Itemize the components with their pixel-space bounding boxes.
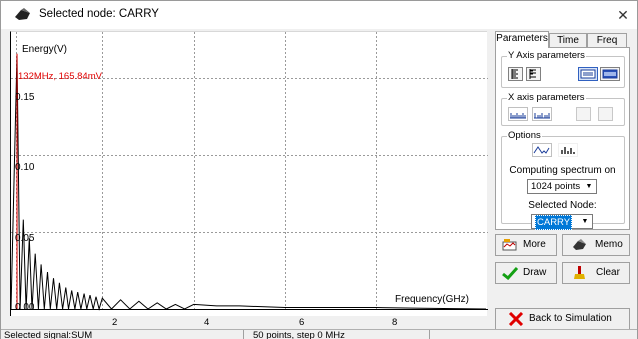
more-button[interactable]: More [495, 234, 557, 256]
close-x-icon [508, 312, 524, 326]
tab-time[interactable]: Time [549, 33, 587, 47]
draw-button[interactable]: Draw [495, 262, 557, 284]
status-points: 50 points, step 0 MHz [250, 330, 430, 339]
x-axis-group: X axis parameters [501, 92, 625, 126]
chevron-down-icon[interactable]: ▼ [581, 218, 589, 225]
x-log-scale-icon[interactable] [532, 107, 552, 121]
status-signal: Selected signal:SUM [1, 330, 244, 339]
y-linear-scale-icon[interactable] [508, 67, 523, 81]
waveform-line-icon[interactable] [532, 143, 552, 157]
x-linear-scale-icon[interactable] [508, 107, 528, 121]
tab-freq[interactable]: Freq [587, 33, 627, 47]
y-autoscale-icon[interactable] [578, 67, 598, 81]
title-bar[interactable]: Selected node: CARRY ✕ [1, 1, 637, 29]
close-icon[interactable]: ✕ [617, 7, 629, 23]
bar-spectrum-icon[interactable] [558, 143, 578, 157]
status-bar: Selected signal:SUM 50 points, step 0 MH… [1, 329, 637, 339]
spectrum-trace [11, 53, 487, 311]
y-tick-label: 0.05 [15, 233, 35, 244]
node-select[interactable]: CARRY ▼ [531, 214, 593, 230]
node-value: CARRY [535, 215, 573, 230]
y-fixed-scale-icon[interactable] [600, 67, 620, 81]
x-autoscale-icon[interactable] [576, 107, 591, 121]
spectrum-plot[interactable]: Energy(V) 132MHz, 165.84mV 0.15 0.10 0.0… [10, 31, 488, 317]
memo-icon [573, 239, 586, 250]
more-icon [502, 239, 517, 251]
chevron-down-icon[interactable]: ▼ [585, 183, 593, 190]
checkmark-icon [502, 266, 518, 280]
y-tick-label: 0.15 [15, 92, 35, 103]
x-axis-ticks: 2 4 6 8 [10, 317, 487, 329]
x-tick-label: 6 [299, 317, 305, 328]
memo-button[interactable]: Memo [562, 234, 630, 256]
tab-parameters[interactable]: Parameters [495, 31, 549, 48]
y-tick-label: 0.10 [15, 162, 35, 173]
cursor-readout: 132MHz, 165.84mV [18, 71, 102, 82]
window-title: Selected node: CARRY [39, 8, 159, 20]
y-tick-label: 0.00 [15, 302, 35, 313]
y-axis-label: Energy(V) [22, 44, 68, 55]
selected-node-label: Selected Node: [528, 200, 597, 211]
x-axis-label: Frequency(GHz) [395, 294, 469, 305]
x-tick-label: 8 [392, 317, 398, 328]
computing-label: Computing spectrum on [509, 165, 616, 176]
points-value: 1024 points [531, 181, 581, 192]
y-log-scale-icon[interactable] [526, 67, 541, 81]
x-tick-label: 2 [112, 317, 118, 328]
x-axis-group-title: X axis parameters [507, 92, 586, 103]
app-icon [15, 8, 30, 20]
x-tick-label: 4 [204, 317, 210, 328]
parameters-page: Y Axis parameters X axis parameters [495, 47, 630, 230]
y-axis-group-title: Y Axis parameters [507, 50, 586, 61]
points-select[interactable]: 1024 points ▼ [527, 179, 597, 194]
back-to-simulation-button[interactable]: Back to Simulation [495, 308, 630, 330]
control-panel: Parameters Time Freq Y Axis parameters [489, 31, 635, 330]
options-group-title: Options [507, 130, 542, 141]
eraser-icon [574, 266, 585, 279]
y-axis-group: Y Axis parameters [501, 50, 625, 88]
x-fixed-scale-icon[interactable] [598, 107, 613, 121]
plot-canvas[interactable] [11, 32, 488, 317]
clear-button[interactable]: Clear [562, 262, 630, 284]
